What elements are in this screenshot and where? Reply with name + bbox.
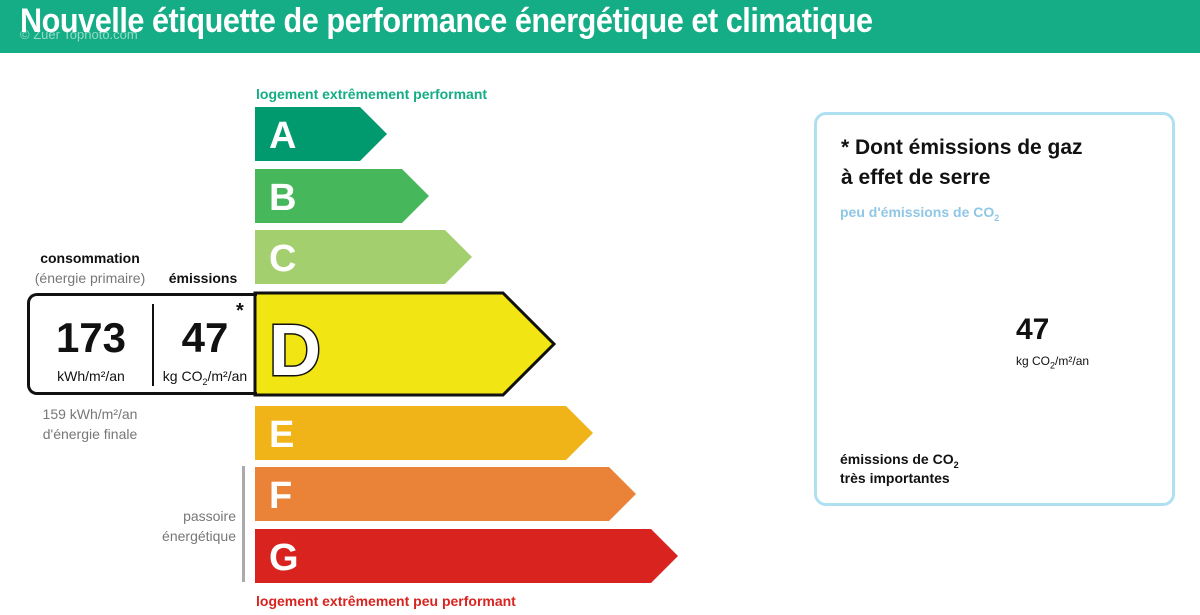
energy-class-letter-b: B <box>269 177 296 219</box>
energy-class-letter-f: F <box>269 475 292 517</box>
ghg-title-line2: à effet de serre <box>841 166 991 189</box>
energy-class-letter-d: D <box>269 311 321 391</box>
energy-class-bar-c <box>255 230 472 284</box>
emissions-unit: kg CO2/m²/an <box>162 368 248 387</box>
energy-class-letter-e: E <box>269 414 294 456</box>
passoire-bracket <box>242 466 245 582</box>
emissions-asterisk: * <box>236 300 244 322</box>
emissions-value: 47 <box>181 314 229 361</box>
value-box: 173 kWh/m²/an 47 kg CO2/m²/an * <box>27 293 257 395</box>
consumption-sublabel: (énergie primaire) <box>34 270 146 286</box>
energy-class-bar-f <box>255 467 636 521</box>
energy-top-caption: logement extrêmement performant <box>256 86 488 102</box>
ghg-panel: * Dont émissions de gaz à effet de serre… <box>814 112 1175 506</box>
energy-class-letter-c: C <box>269 238 296 280</box>
final-energy-value: 159 kWh/m²/an <box>42 406 138 422</box>
page-title: Nouvelle étiquette de performance énergé… <box>20 2 873 40</box>
energy-class-letter-g: G <box>269 537 299 579</box>
consumption-unit: kWh/m²/an <box>57 368 125 384</box>
consumption-value: 173 <box>55 314 127 361</box>
passoire-label-line1: passoire <box>183 508 236 524</box>
ghg-value: 47 <box>1016 313 1050 346</box>
energy-bottom-caption: logement extrêmement peu performant <box>256 593 516 609</box>
energy-class-letter-a: A <box>269 115 296 157</box>
energy-class-bar-b <box>255 169 429 223</box>
consumption-label: consommation <box>40 250 140 266</box>
ghg-bottom-caption: émissions de CO2 très importantes <box>840 451 959 486</box>
energy-class-bar-g <box>255 529 678 583</box>
energy-class-bar-e <box>255 406 593 460</box>
emissions-label: émissions <box>168 270 238 286</box>
energy-class-bar-d <box>253 291 557 397</box>
ghg-top-caption: peu d'émissions de CO2 <box>840 204 1000 223</box>
header-banner: Nouvelle étiquette de performance énergé… <box>0 0 1200 53</box>
value-divider <box>152 304 154 386</box>
watermark: © Zuer Tophoto.com <box>20 27 138 42</box>
final-energy-label: d'énergie finale <box>42 426 138 442</box>
energy-class-bar-a <box>255 107 387 161</box>
ghg-panel-title: * Dont émissions de gaz à effet de serre <box>841 133 1141 193</box>
ghg-title-line1: * Dont émissions de gaz <box>841 136 1083 159</box>
ghg-unit: kg CO2/m²/an <box>1016 354 1090 371</box>
passoire-label-line2: énergétique <box>162 528 236 544</box>
